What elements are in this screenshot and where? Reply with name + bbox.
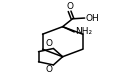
Text: OH: OH [84,14,98,23]
Text: O: O [45,39,52,48]
Text: O: O [45,65,52,74]
Text: NH₂: NH₂ [74,27,91,36]
Text: O: O [66,2,72,11]
